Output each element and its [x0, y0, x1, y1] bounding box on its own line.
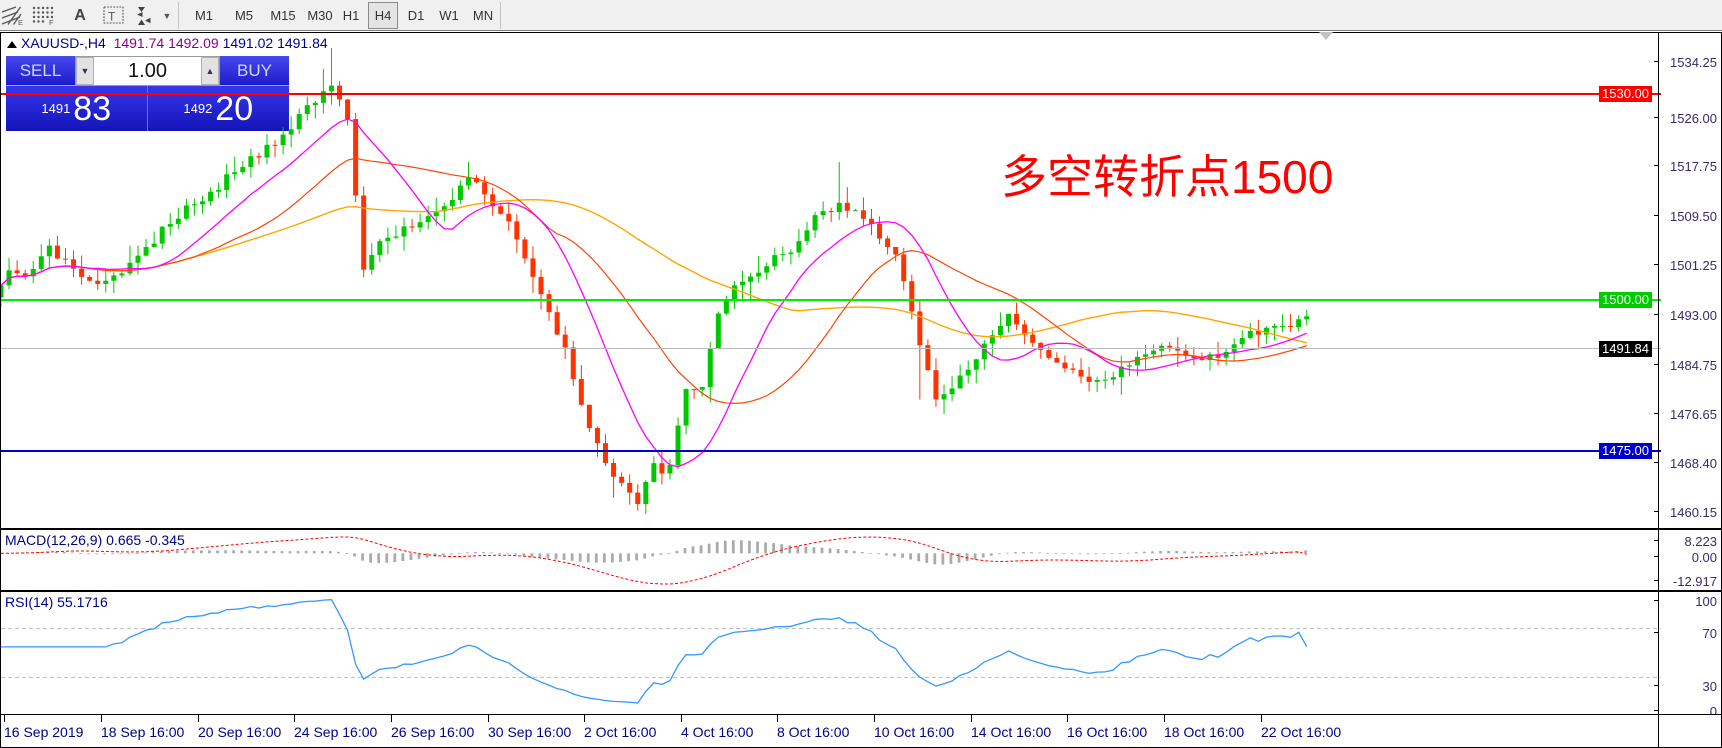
svg-text:E: E [18, 18, 23, 27]
svg-text:T: T [108, 9, 116, 23]
svg-text:F: F [49, 18, 54, 27]
